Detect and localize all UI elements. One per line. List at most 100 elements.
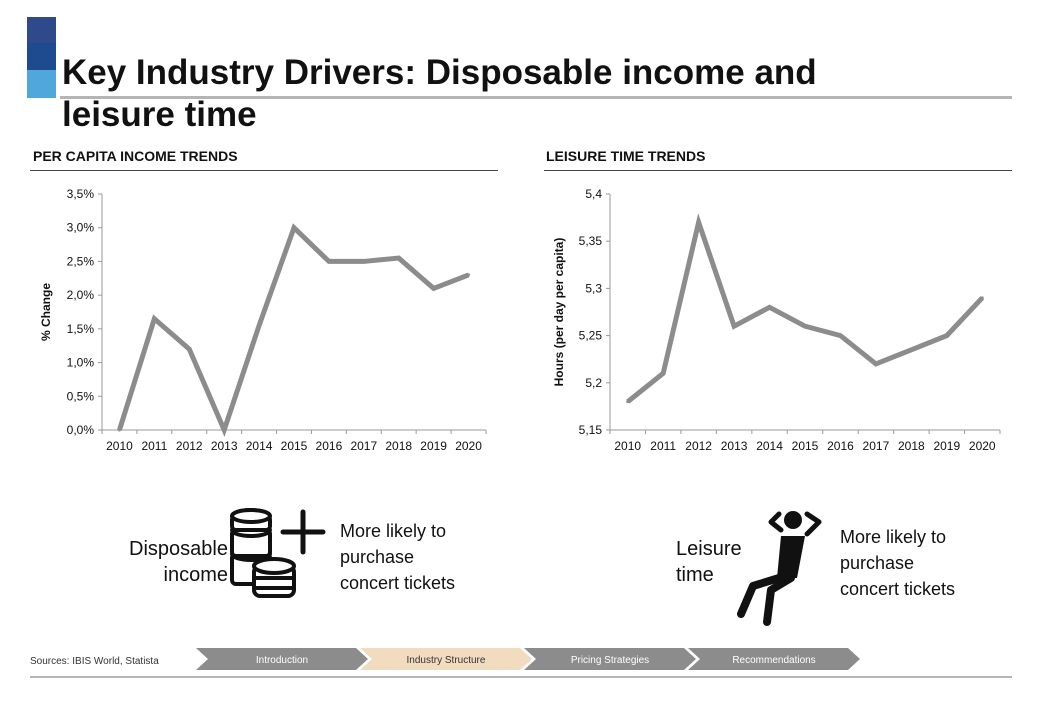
income-note-line-1: More likely to xyxy=(340,521,447,541)
nav-introduction-label: Introduction xyxy=(256,655,308,666)
x-tick-label: 2015 xyxy=(281,439,308,453)
leisure-line-chart: 5,15 5,2 5,25 5,3 5,35 5,4 2010 2011 2012 2013 201… xyxy=(552,187,1001,453)
data-point xyxy=(187,347,191,351)
y-tick-label: 5,35 xyxy=(579,234,603,248)
nav-recommendations-button[interactable] xyxy=(688,648,860,670)
y-tick-label: 5,25 xyxy=(579,329,603,343)
data-point xyxy=(626,400,630,404)
x-tick-label: 2012 xyxy=(176,439,203,453)
x-tick-label: 2012 xyxy=(685,439,712,453)
y-tick-label: 1,5% xyxy=(67,322,95,336)
leisure-time-label-line-1: Leisure xyxy=(676,538,742,560)
title-accent-block-bottom xyxy=(27,70,56,98)
data-point xyxy=(732,324,736,328)
x-tick-label: 2016 xyxy=(316,439,343,453)
y-axis-title: Hours (per day per capita) xyxy=(552,238,566,387)
x-tick-label: 2010 xyxy=(106,439,133,453)
income-note: More likely to purchase concert tickets xyxy=(340,518,455,596)
data-point xyxy=(467,273,471,277)
data-point xyxy=(697,220,701,224)
x-tick-label: 2020 xyxy=(969,439,996,453)
x-tick-label: 2013 xyxy=(211,439,238,453)
data-point xyxy=(432,286,436,290)
x-tick-label: 2019 xyxy=(933,439,960,453)
y-axis-title: % Change xyxy=(39,283,53,341)
data-point xyxy=(661,371,665,375)
y-tick-label: 1,0% xyxy=(67,356,95,370)
data-point xyxy=(117,428,121,432)
leisure-section-title: LEISURE TIME TRENDS xyxy=(546,148,706,164)
y-tick-label: 2,0% xyxy=(67,288,95,302)
nav-industry-structure-button[interactable] xyxy=(360,648,532,670)
x-tick-label: 2018 xyxy=(385,439,412,453)
disposable-income-label: Disposable income xyxy=(112,536,228,588)
data-point xyxy=(909,348,913,352)
disposable-income-label-line-2: income xyxy=(163,564,228,586)
nav-industry-structure-label: Industry Structure xyxy=(407,655,486,666)
footer-rule xyxy=(30,676,1012,678)
data-point xyxy=(874,362,878,366)
slide-title-line-2: leisure time xyxy=(62,95,257,134)
data-point xyxy=(292,226,296,230)
leisure-section-rule xyxy=(544,170,1012,171)
data-point xyxy=(768,305,772,309)
x-tick-label: 2015 xyxy=(792,439,819,453)
x-tick-label: 2013 xyxy=(721,439,748,453)
nav-pricing-strategies-button[interactable] xyxy=(524,648,696,670)
title-accent-block-middle xyxy=(27,43,56,70)
y-tick-label: 0,0% xyxy=(67,423,95,437)
series-line-0 xyxy=(117,223,470,438)
y-tick-label: 3,0% xyxy=(67,221,95,235)
title-underline xyxy=(60,96,1012,99)
x-tick-label: 2020 xyxy=(455,439,482,453)
data-point xyxy=(838,334,842,338)
x-tick-label: 2014 xyxy=(756,439,783,453)
leisure-time-label-line-2: time xyxy=(676,564,714,586)
x-tick-label: 2014 xyxy=(246,439,273,453)
coins-stack-plus-icon xyxy=(230,508,326,598)
data-point xyxy=(362,259,366,263)
leisure-note-line-1: More likely to xyxy=(840,527,947,547)
leisure-time-label: Leisure time xyxy=(676,536,742,588)
x-tick-label: 2010 xyxy=(614,439,641,453)
y-tick-label: 0,5% xyxy=(67,389,95,403)
nav-introduction-button[interactable] xyxy=(196,648,368,670)
disposable-income-label-line-1: Disposable xyxy=(129,538,228,560)
data-point xyxy=(945,334,949,338)
x-tick-label: 2017 xyxy=(863,439,890,453)
data-point xyxy=(257,323,261,327)
data-point xyxy=(152,317,156,321)
x-tick-label: 2019 xyxy=(420,439,447,453)
nav-pricing-strategies-label: Pricing Strategies xyxy=(571,655,649,666)
y-tick-label: 3,5% xyxy=(67,187,95,201)
nav-recommendations-label: Recommendations xyxy=(732,655,815,666)
income-section-rule xyxy=(30,170,498,171)
title-accent-block-top xyxy=(27,17,56,43)
leisure-note-line-3: concert tickets xyxy=(840,579,956,599)
x-tick-label: 2016 xyxy=(827,439,854,453)
data-point xyxy=(803,324,807,328)
slide-title: Key Industry Drivers: Disposable income … xyxy=(62,52,962,136)
data-point xyxy=(327,259,331,263)
x-tick-label: 2018 xyxy=(898,439,925,453)
y-tick-label: 5,3 xyxy=(585,281,602,295)
y-tick-label: 2,5% xyxy=(67,254,95,268)
income-section-title: PER CAPITA INCOME TRENDS xyxy=(33,148,238,164)
leisure-note-line-2: purchase xyxy=(840,553,915,573)
income-line-chart: 0,0% 0,5% 1,0% 1,5% 2,0% 2,5% 3,0% 3,5% 2010 2011… xyxy=(39,187,487,453)
slide-title-line-1: Key Industry Drivers: Disposable income … xyxy=(62,53,817,92)
relaxing-person-icon xyxy=(737,511,822,626)
data-point xyxy=(222,428,226,432)
x-tick-label: 2011 xyxy=(650,439,676,453)
income-note-line-2: purchase xyxy=(340,547,415,567)
y-tick-label: 5,2 xyxy=(585,376,602,390)
x-tick-label: 2011 xyxy=(141,439,167,453)
data-point xyxy=(397,256,401,260)
data-point xyxy=(980,296,984,300)
leisure-note: More likely to purchase concert tickets xyxy=(840,524,955,602)
income-note-line-3: concert tickets xyxy=(340,573,456,593)
y-tick-label: 5,15 xyxy=(579,423,603,437)
x-tick-label: 2017 xyxy=(350,439,377,453)
sources-note: Sources: IBIS World, Statista xyxy=(30,656,159,667)
section-navigation: Introduction Industry Structure Pricing St… xyxy=(196,648,860,670)
